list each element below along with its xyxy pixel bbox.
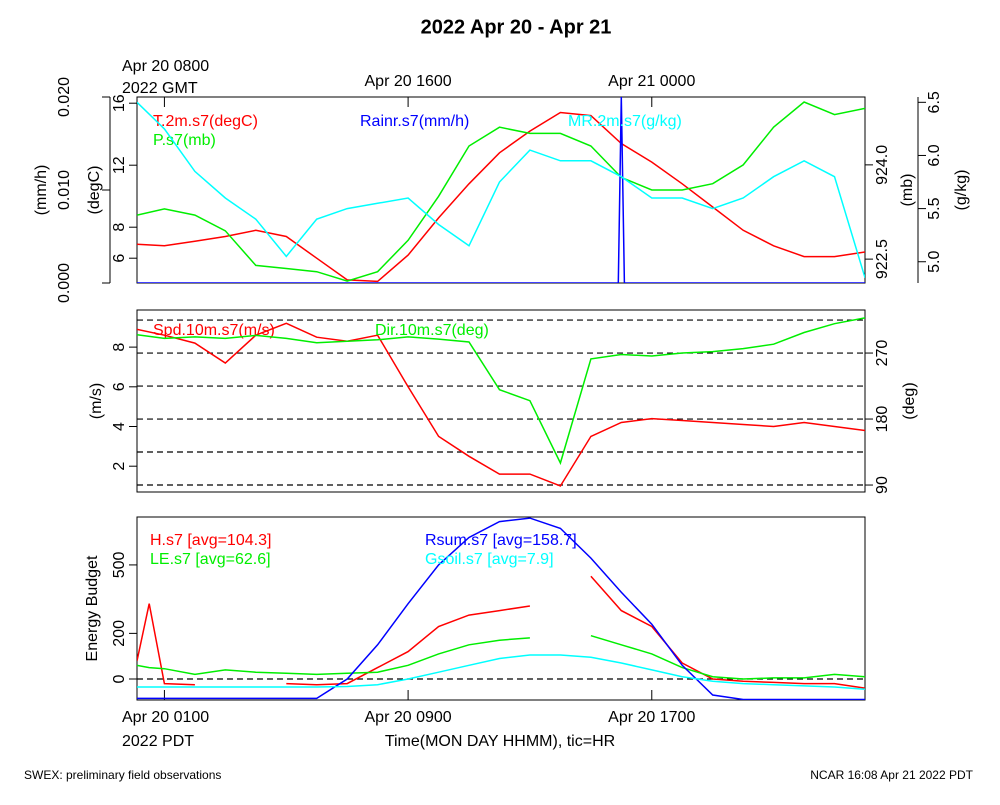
- y-tick-label: 5.0: [926, 251, 943, 273]
- y-tick-label: 0.010: [56, 170, 73, 210]
- x-tick-label: Apr 20 1700: [608, 709, 695, 726]
- series-line: [137, 575, 865, 689]
- legend-label: H.s7 [avg=104.3]: [150, 532, 271, 549]
- legend-label: Dir.10m.s7(deg): [375, 322, 489, 339]
- y-tick-label: 4: [111, 422, 128, 431]
- axis-label: (g/kg): [953, 170, 970, 211]
- series-line: [137, 111, 865, 283]
- axis-label: (degC): [86, 166, 103, 215]
- legend-label: Spd.10m.s7(m/s): [153, 322, 275, 339]
- x-note: 2022 GMT: [122, 80, 198, 97]
- y-tick-label: 0: [111, 674, 128, 683]
- y-tick-label: 8: [111, 343, 128, 352]
- legend-label: Gsoil.s7 [avg=7.9]: [425, 551, 554, 568]
- x-axis-label: Time(MON DAY HHMM), tic=HR: [385, 733, 615, 750]
- series-line: [137, 517, 865, 700]
- y-tick-label: 8: [111, 223, 128, 232]
- y-tick-label: 16: [111, 94, 128, 112]
- y-tick-label: 5.5: [926, 197, 943, 219]
- y-tick-label: 270: [874, 340, 891, 367]
- legend-label: MR.2m.s7(g/kg): [568, 113, 682, 130]
- axis-label: (mm/h): [33, 165, 50, 216]
- x-tick-label: Apr 20 0800: [122, 58, 209, 75]
- series-line: [137, 322, 865, 487]
- x-tick-label: Apr 20 0100: [122, 709, 209, 726]
- legend-label: P.s7(mb): [153, 132, 216, 149]
- footer-right: NCAR 16:08 Apr 21 2022 PDT: [810, 768, 973, 782]
- y-tick-label: 90: [874, 476, 891, 494]
- series-line: [137, 317, 865, 466]
- y-tick-label: 500: [111, 551, 128, 578]
- y-tick-label: 922.5: [874, 239, 891, 279]
- series-line: [137, 654, 865, 691]
- plot-frame: [136, 309, 866, 493]
- y-tick-label: 6.0: [926, 144, 943, 166]
- footer-left: SWEX: preliminary field observations: [24, 768, 221, 782]
- y-tick-label: 180: [874, 406, 891, 433]
- axis-label: (deg): [901, 382, 918, 419]
- legend-label: LE.s7 [avg=62.6]: [150, 551, 271, 568]
- y-tick-label: 6: [111, 254, 128, 263]
- axis-label: Energy Budget: [84, 555, 101, 661]
- series-line: [137, 101, 865, 282]
- axis-label: (mb): [899, 174, 916, 207]
- x-note: 2022 PDT: [122, 733, 194, 750]
- y-tick-label: 2: [111, 462, 128, 471]
- legend-label: Rsum.s7 [avg=158.7]: [425, 532, 577, 549]
- y-tick-label: 0.020: [56, 77, 73, 117]
- y-tick-label: 924.0: [874, 145, 891, 185]
- y-tick-label: 6: [111, 382, 128, 391]
- series-line: [137, 634, 865, 680]
- series-line: [137, 101, 865, 278]
- axis-label: (m/s): [88, 383, 105, 419]
- legend-label: T.2m.s7(degC): [153, 113, 258, 130]
- legend-label: Rainr.s7(mm/h): [360, 113, 469, 130]
- chart-title: 2022 Apr 20 - Apr 21: [421, 16, 612, 38]
- y-tick-label: 0.000: [56, 263, 73, 303]
- y-tick-label: 12: [111, 156, 128, 174]
- y-tick-label: 200: [111, 620, 128, 647]
- x-tick-label: Apr 20 0900: [365, 709, 452, 726]
- plot-frame: [136, 516, 866, 701]
- x-tick-label: Apr 20 1600: [365, 73, 452, 90]
- y-tick-label: 6.5: [926, 91, 943, 113]
- x-tick-label: Apr 21 0000: [608, 73, 695, 90]
